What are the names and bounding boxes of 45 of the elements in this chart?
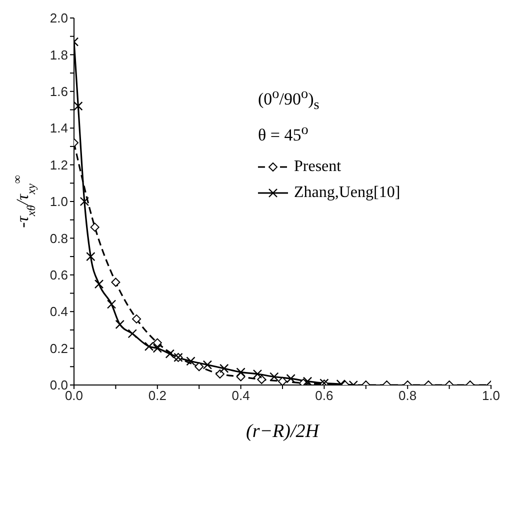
point <box>106 300 116 309</box>
point <box>286 374 296 384</box>
legend-label: Present <box>294 158 342 176</box>
point <box>202 360 212 370</box>
x-tick-label: 0.6 <box>315 388 334 404</box>
point <box>94 279 104 289</box>
point <box>236 368 246 377</box>
y-tick-label: 1.0 <box>50 194 68 210</box>
point <box>74 101 83 111</box>
point <box>152 338 162 348</box>
x-tick-label: 0.0 <box>64 388 84 404</box>
y-tick-label: 1.4 <box>50 120 68 136</box>
x-tick-label: 0.8 <box>398 388 417 404</box>
point <box>270 372 279 382</box>
legend-label: Zhang,Ueng[10] <box>294 184 400 202</box>
point <box>215 369 224 378</box>
y-tick-label: 0.8 <box>50 230 68 246</box>
y-tick-label: 0.4 <box>50 304 68 320</box>
point <box>194 362 204 372</box>
point <box>186 356 196 366</box>
x-tick-label: 1.0 <box>482 388 500 404</box>
point <box>220 364 229 374</box>
point <box>115 320 124 330</box>
y-tick-label: 0.6 <box>50 268 68 283</box>
point <box>302 376 312 385</box>
point <box>278 376 287 385</box>
x-axis-title: (r−R)/2H <box>246 421 320 442</box>
y-tick-label: 0.2 <box>50 340 68 356</box>
annotation: (0$^{o}$/90$^{o}$)$_{s}$ <box>258 86 320 114</box>
point <box>86 252 96 262</box>
point <box>165 349 175 358</box>
point <box>90 222 100 232</box>
annotation: θ = 45$^{o}$ <box>258 122 310 146</box>
point <box>257 374 266 384</box>
point <box>252 369 262 379</box>
point <box>132 314 142 324</box>
y-tick-label: 1.8 <box>50 47 68 62</box>
y-tick-label: 2.0 <box>50 10 68 26</box>
point <box>128 329 137 338</box>
y-tick-label: 1.2 <box>50 157 68 172</box>
x-tick-label: 0.2 <box>148 388 166 404</box>
point <box>111 278 120 287</box>
point <box>80 196 90 206</box>
x-tick-label: 0.4 <box>232 388 250 404</box>
y-tick-label: 1.6 <box>50 84 68 100</box>
